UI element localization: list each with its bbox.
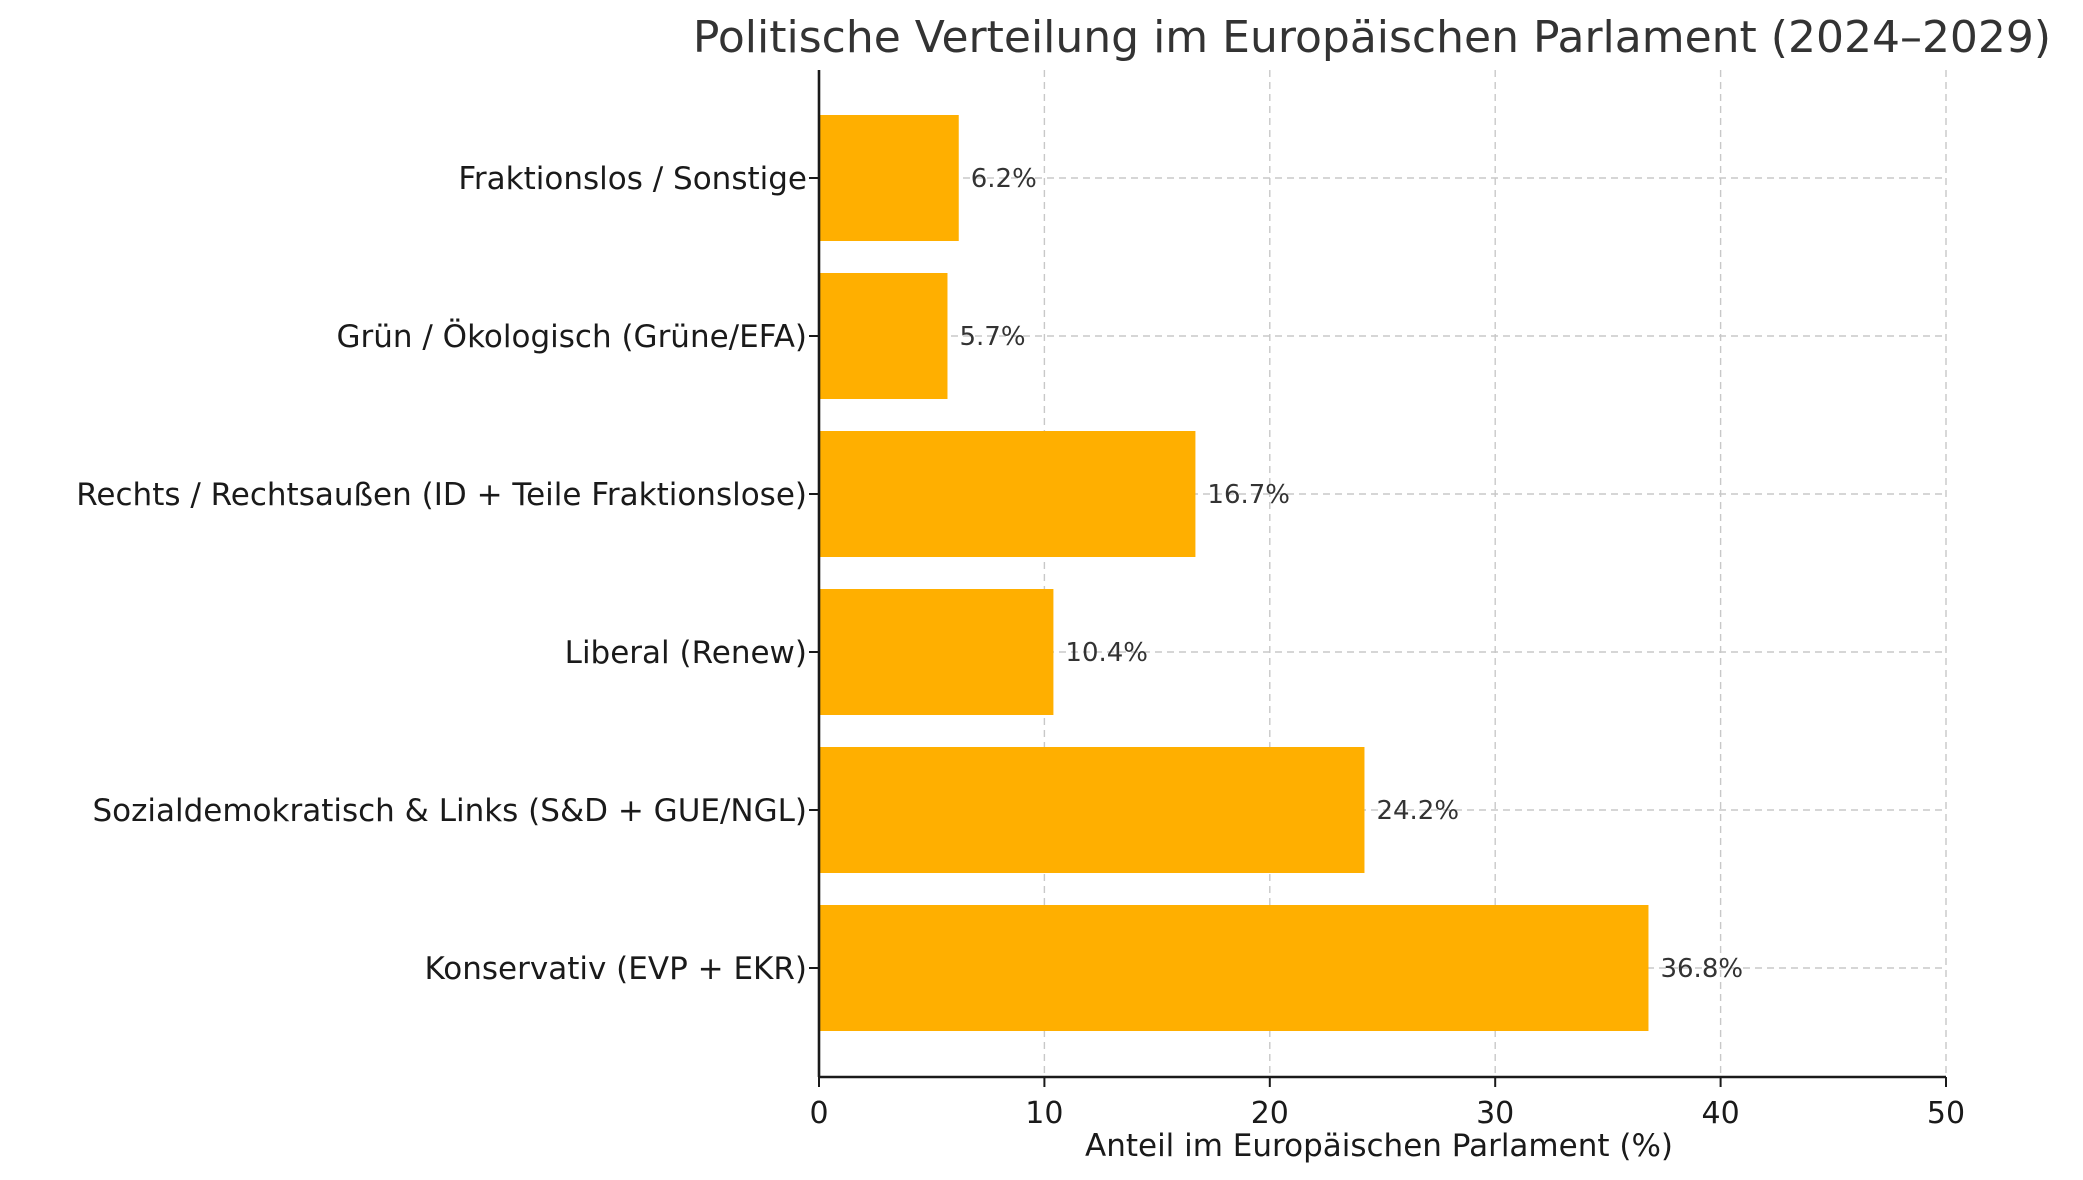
x-tick-label: 20	[1251, 1096, 1289, 1131]
category-label: Fraktionslos / Sonstige	[458, 161, 807, 197]
bar-value-label: 24.2%	[1376, 796, 1459, 826]
category-label: Konservativ (EVP + EKR)	[425, 951, 808, 987]
x-axis-title: Anteil im Europäischen Parlament (%)	[1085, 1128, 1673, 1164]
category-label: Grün / Ökologisch (Grüne/EFA)	[336, 318, 807, 355]
bar	[819, 905, 1649, 1031]
bar-value-label: 16.7%	[1207, 480, 1290, 510]
bar	[819, 115, 959, 241]
bar-layer	[819, 115, 1649, 1031]
bar-value-label: 6.2%	[971, 164, 1037, 194]
category-label: Rechts / Rechtsaußen (ID + Teile Fraktio…	[76, 477, 807, 513]
x-tick-label: 40	[1702, 1096, 1740, 1131]
chart-title: Politische Verteilung im Europäischen Pa…	[693, 12, 2051, 63]
category-label: Sozialdemokratisch & Links (S&D + GUE/NG…	[92, 793, 807, 829]
bar-value-label: 36.8%	[1660, 954, 1743, 984]
category-label: Liberal (Renew)	[565, 635, 807, 671]
x-tick-label: 10	[1025, 1096, 1063, 1131]
bar	[819, 747, 1365, 873]
bar-value-label: 10.4%	[1065, 638, 1148, 668]
bar-value-label: 5.7%	[959, 322, 1025, 352]
x-tick-label: 50	[1927, 1096, 1965, 1131]
x-tick-label: 30	[1476, 1096, 1514, 1131]
label-layer: 36.8% Konservativ (EVP + EKR) 24.2% Soziald…	[76, 161, 1965, 1131]
x-tick-label: 0	[809, 1096, 828, 1131]
bar	[819, 273, 948, 399]
bar	[819, 431, 1196, 557]
bar	[819, 589, 1054, 715]
grid-layer	[819, 70, 1947, 1077]
axis-layer	[809, 70, 1947, 1087]
